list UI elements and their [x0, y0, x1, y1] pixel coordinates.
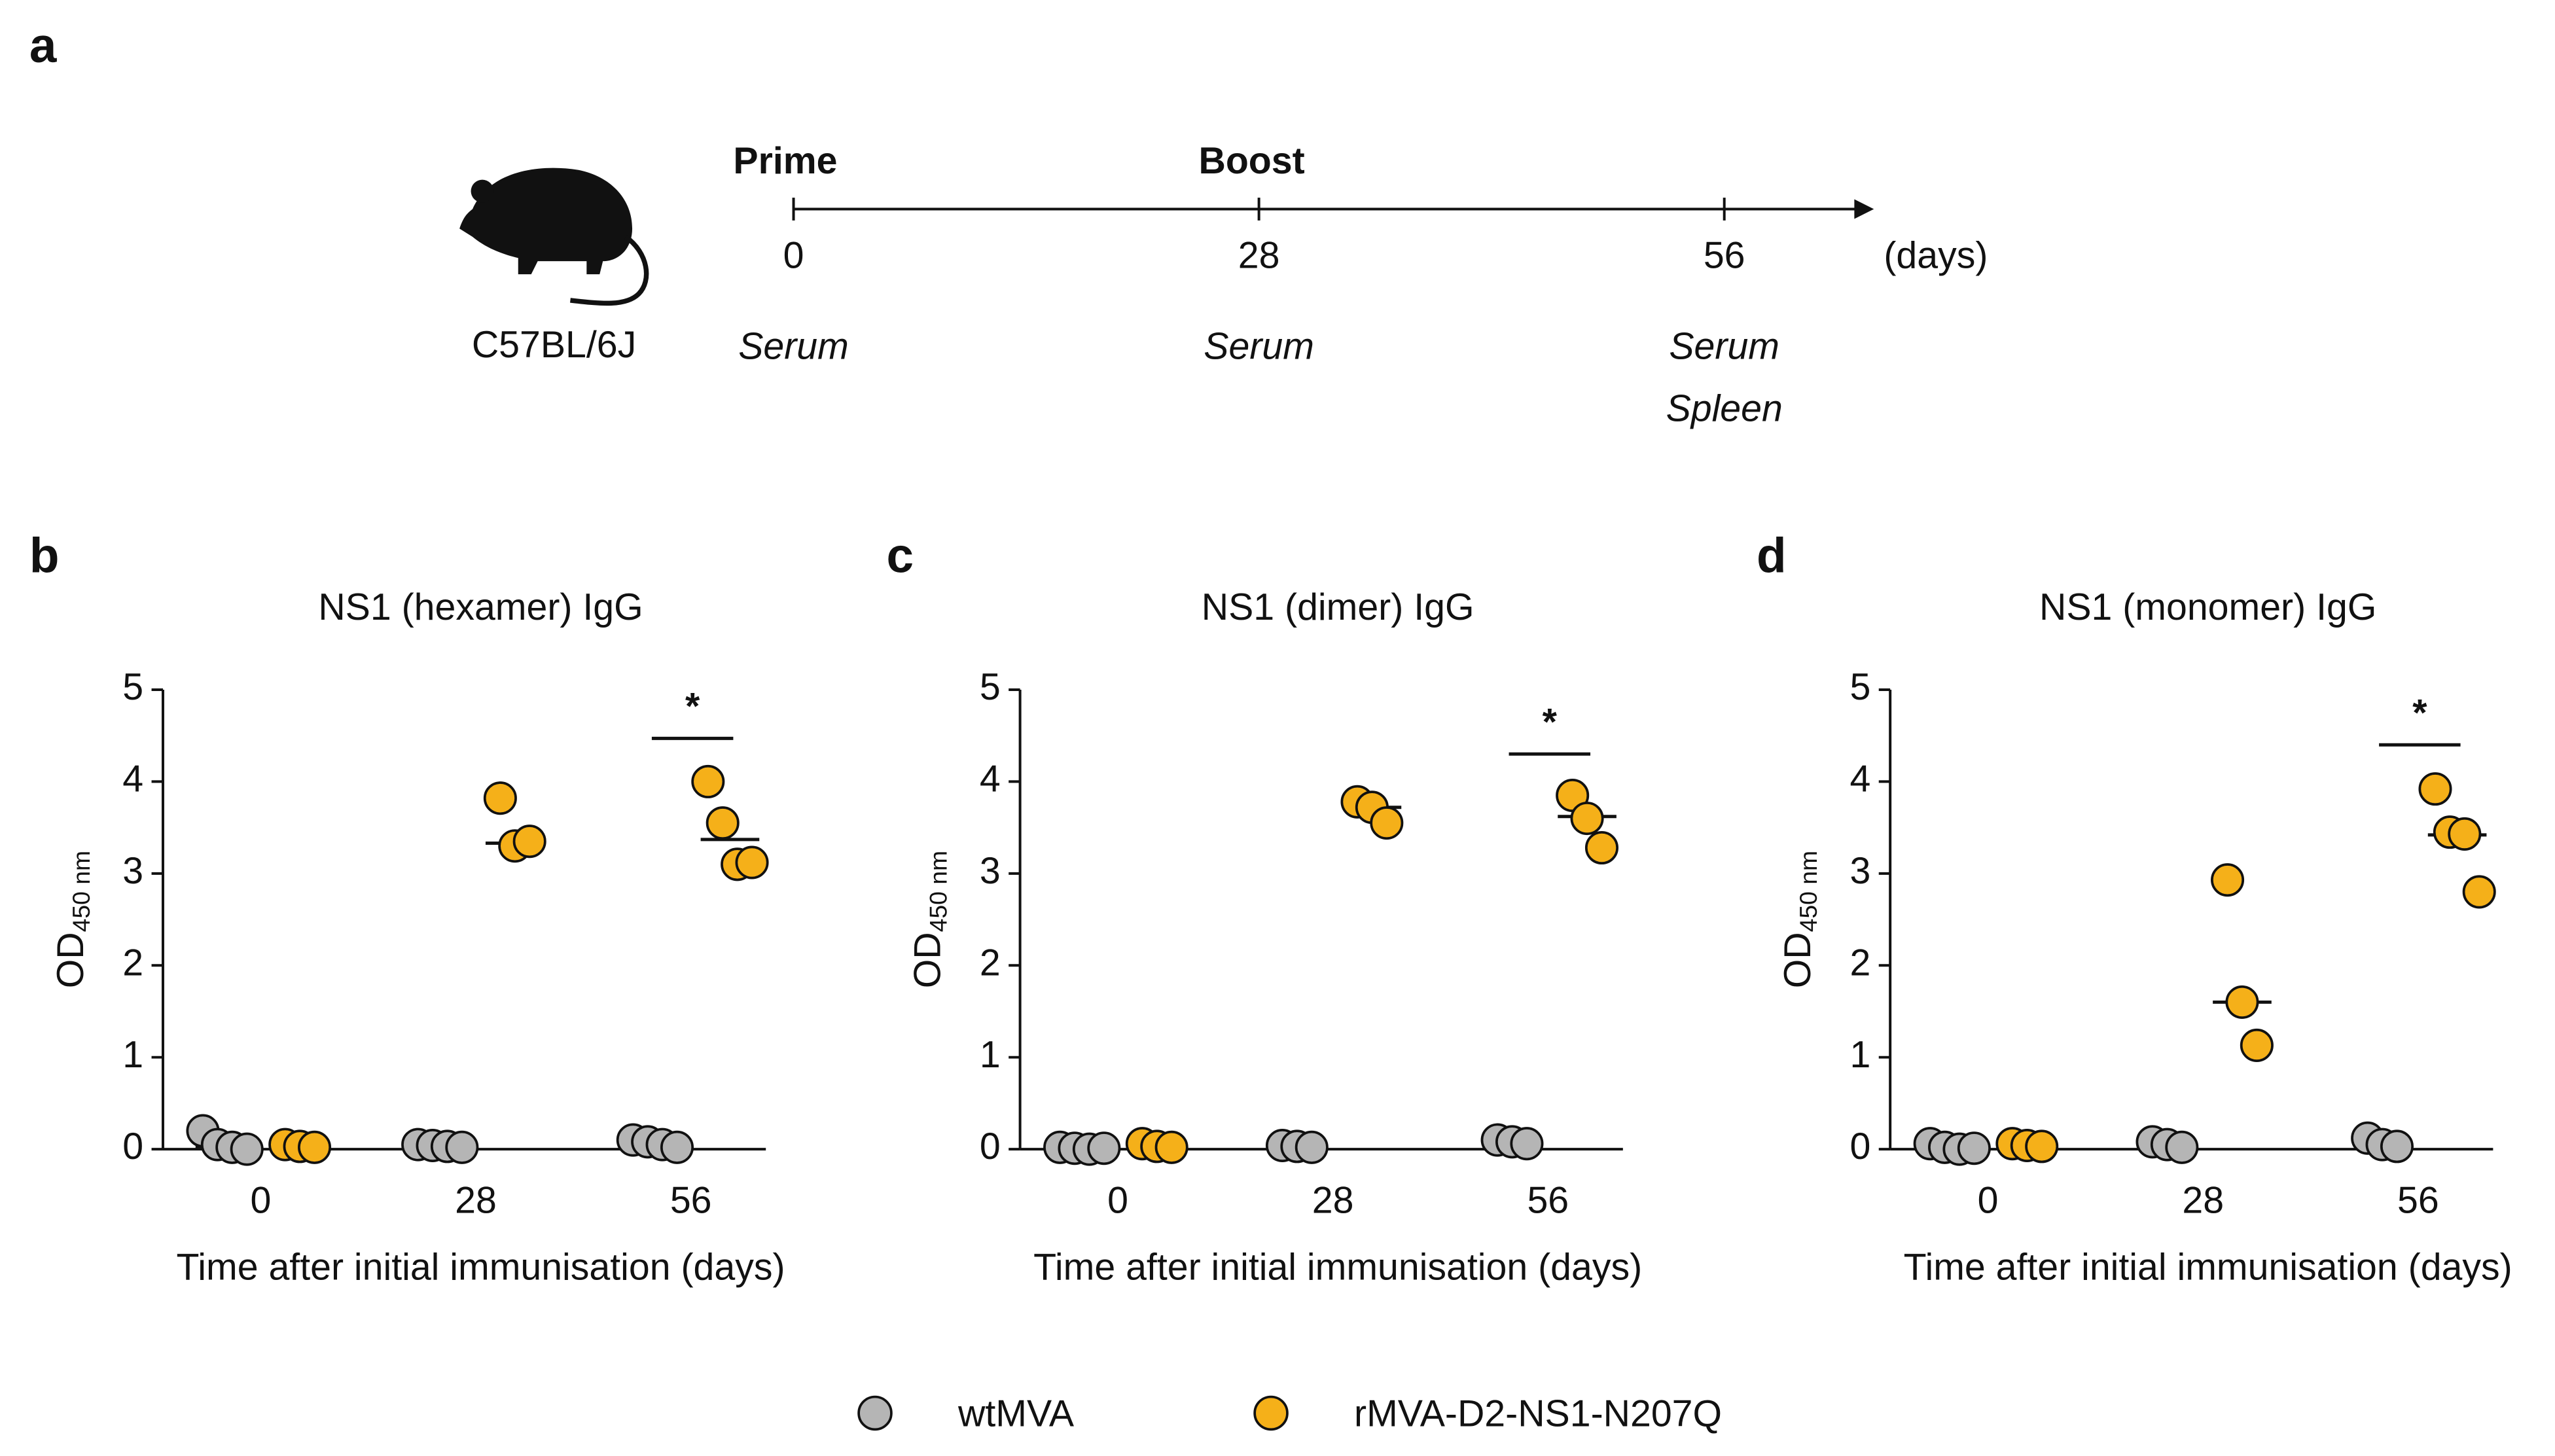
x-tick-label: 56 [1527, 1179, 1569, 1221]
data-point [2165, 1130, 2199, 1164]
sample-label: Spleen [1666, 387, 1783, 429]
data-point [1584, 830, 1618, 865]
data-point [2462, 875, 2496, 909]
data-point [1510, 1127, 1544, 1161]
y-axis-label: OD450 nm [50, 851, 95, 988]
y-tick-label: 0 [980, 1126, 1001, 1167]
y-axis-label: OD450 nm [1777, 851, 1822, 988]
y-axis-label: OD450 nm [907, 851, 952, 988]
event-label: Prime [733, 140, 837, 182]
data-point [512, 825, 546, 859]
legend-swatch [1253, 1395, 1289, 1431]
data-point [230, 1132, 264, 1166]
data-point [2418, 772, 2452, 806]
x-tick-label: 0 [250, 1179, 271, 1221]
significance-label: * [2412, 692, 2427, 734]
y-tick-label: 5 [980, 666, 1001, 708]
legend-label: rMVA-D2-NS1-N207Q [1354, 1393, 1722, 1435]
panel-label: d [1757, 528, 1787, 583]
data-point [298, 1130, 332, 1164]
y-label-main: OD [907, 932, 949, 988]
unit-label: (days) [1884, 234, 1988, 276]
significance-label: * [1543, 701, 1558, 743]
panel-label: c [886, 528, 914, 583]
sample-label: Serum [1204, 326, 1314, 368]
x-tick-label: 28 [1312, 1179, 1354, 1221]
y-label-sub: 450 nm [924, 851, 952, 932]
legend-label: wtMVA [957, 1393, 1075, 1435]
data-point [2211, 863, 2245, 897]
y-tick-label: 3 [1849, 850, 1870, 892]
data-point [1087, 1131, 1121, 1165]
y-tick-label: 5 [122, 666, 143, 708]
mouse-label: C57BL/6J [472, 324, 636, 366]
data-point [691, 764, 725, 798]
data-point [445, 1130, 479, 1164]
data-point [706, 806, 740, 840]
sample-label: Serum [738, 326, 849, 368]
x-tick-label: 0 [1978, 1179, 1999, 1221]
y-tick-label: 1 [122, 1034, 143, 1076]
data-point [1370, 806, 1404, 840]
mouse-icon [459, 168, 649, 306]
x-tick-label: 56 [2397, 1179, 2439, 1221]
y-label-sub: 450 nm [67, 851, 95, 932]
timeline-tick-label: 0 [783, 234, 804, 276]
y-tick-label: 2 [980, 942, 1001, 984]
y-label-sub: 450 nm [1795, 851, 1822, 932]
y-tick-label: 3 [980, 850, 1001, 892]
x-tick-label: 56 [670, 1179, 712, 1221]
data-point [1154, 1130, 1188, 1164]
data-point [2225, 985, 2259, 1019]
event-label: Boost [1198, 140, 1304, 182]
data-point [1957, 1131, 1991, 1165]
significance-label: * [685, 686, 700, 728]
y-label-main: OD [50, 932, 92, 988]
legend-swatch [857, 1395, 893, 1431]
y-tick-label: 2 [1849, 942, 1870, 984]
x-tick-label: 28 [455, 1179, 497, 1221]
chart-title: NS1 (dimer) IgG [1202, 586, 1474, 628]
data-point [2240, 1028, 2274, 1062]
x-tick-label: 28 [2182, 1179, 2224, 1221]
panel-label: a [29, 18, 58, 73]
y-label-main: OD [1777, 932, 1819, 988]
timeline-arrow [1854, 199, 1874, 219]
timeline-tick-label: 56 [1704, 234, 1745, 276]
y-tick-label: 5 [1849, 666, 1870, 708]
y-tick-label: 3 [122, 850, 143, 892]
x-tick-label: 0 [1107, 1179, 1128, 1221]
data-point [1295, 1130, 1329, 1164]
data-point [735, 845, 769, 879]
data-point [660, 1130, 694, 1164]
y-tick-label: 0 [122, 1126, 143, 1167]
y-tick-label: 1 [1849, 1034, 1870, 1076]
x-axis-label: Time after initial immunisation (days) [1033, 1246, 1642, 1288]
data-point [1570, 802, 1604, 836]
y-tick-label: 0 [1849, 1126, 1870, 1167]
data-point [483, 781, 517, 815]
y-tick-label: 2 [122, 942, 143, 984]
chart-title: NS1 (hexamer) IgG [318, 586, 643, 628]
timeline-tick-label: 28 [1238, 234, 1280, 276]
data-point [2380, 1129, 2414, 1163]
data-point [2025, 1129, 2059, 1163]
x-axis-label: Time after initial immunisation (days) [176, 1246, 785, 1288]
panel-label: b [29, 528, 60, 583]
y-tick-label: 1 [980, 1034, 1001, 1076]
y-tick-label: 4 [1849, 758, 1870, 800]
y-tick-label: 4 [980, 758, 1001, 800]
data-point [2448, 817, 2482, 851]
chart-title: NS1 (monomer) IgG [2039, 586, 2376, 628]
y-tick-label: 4 [122, 758, 143, 800]
x-axis-label: Time after initial immunisation (days) [1904, 1246, 2512, 1288]
sample-label: Serum [1669, 326, 1779, 368]
